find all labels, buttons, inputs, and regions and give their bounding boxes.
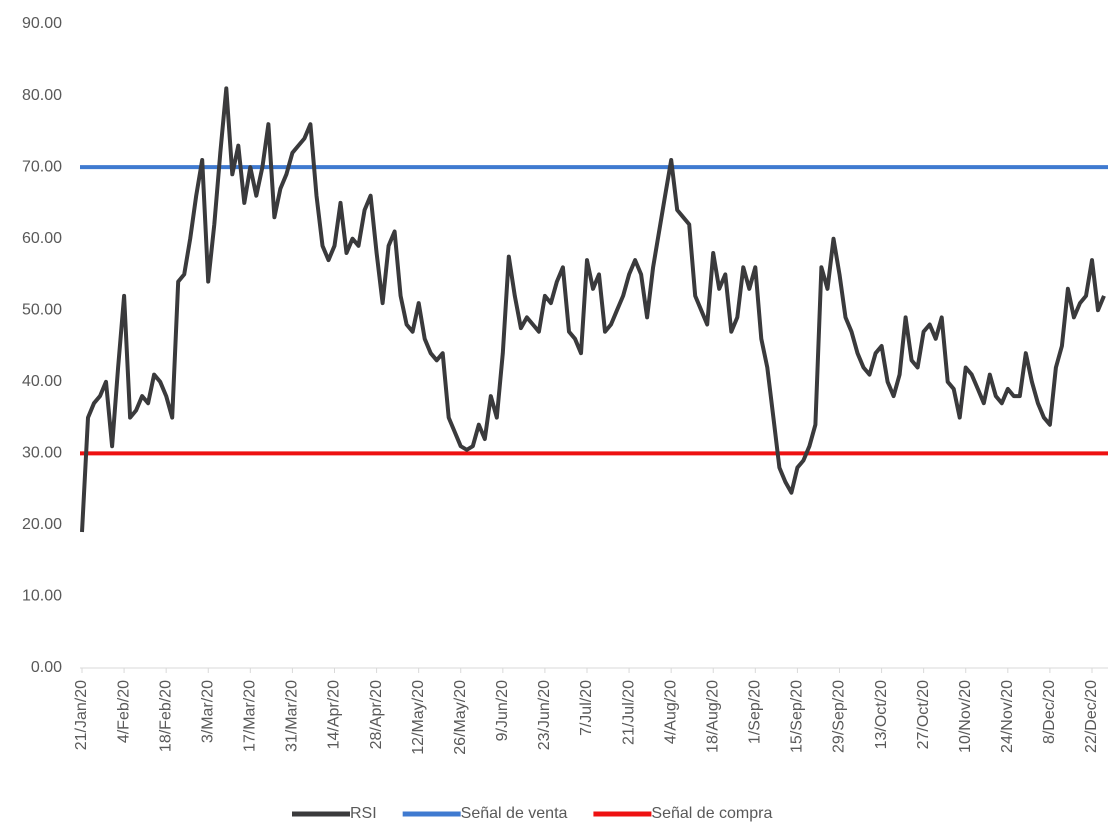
y-tick-label: 30.00 <box>22 445 62 462</box>
x-tick-label: 15/Sep/20 <box>789 680 806 753</box>
x-tick-label: 27/Oct/20 <box>915 680 932 749</box>
x-tick-label: 28/Apr/20 <box>368 680 385 749</box>
y-tick-label: 80.00 <box>22 87 62 104</box>
x-tick-label: 18/Feb/20 <box>157 680 174 752</box>
y-tick-label: 70.00 <box>22 158 62 175</box>
x-tick-label: 12/May/20 <box>410 680 427 755</box>
y-tick-label: 10.00 <box>22 588 62 605</box>
series-line <box>80 86 1106 533</box>
x-tick-label: 7/Jul/20 <box>578 680 595 736</box>
legend-label: Señal de compra <box>651 805 772 822</box>
x-tick-label: 24/Nov/20 <box>999 680 1016 753</box>
y-tick-label: 50.00 <box>22 301 62 318</box>
x-tick-label: 4/Aug/20 <box>662 680 679 744</box>
x-tick-label: 21/Jan/20 <box>73 680 90 750</box>
x-tick-label: 26/May/20 <box>452 680 469 755</box>
x-tick-label: 9/Jun/20 <box>494 680 511 741</box>
x-tick-label: 23/Jun/20 <box>536 680 553 750</box>
y-tick-label: 60.00 <box>22 230 62 247</box>
x-tick-label: 21/Jul/20 <box>620 680 637 745</box>
x-tick-label: 17/Mar/20 <box>242 680 259 752</box>
x-tick-label: 13/Oct/20 <box>873 680 890 749</box>
x-tick-label: 8/Dec/20 <box>1041 680 1058 744</box>
x-tick-label: 31/Mar/20 <box>284 680 301 752</box>
x-tick-label: 18/Aug/20 <box>704 680 721 753</box>
x-tick-label: 29/Sep/20 <box>831 680 848 753</box>
x-tick-label: 10/Nov/20 <box>957 680 974 753</box>
x-tick-label: 14/Apr/20 <box>326 680 343 749</box>
legend-label: RSI <box>350 805 377 822</box>
y-tick-label: 40.00 <box>22 373 62 390</box>
x-tick-label: 4/Feb/20 <box>115 680 132 743</box>
y-tick-label: 20.00 <box>22 516 62 533</box>
legend-label: Señal de venta <box>461 805 568 822</box>
x-tick-label: 22/Dec/20 <box>1083 680 1100 753</box>
y-tick-label: 0.00 <box>31 659 62 676</box>
x-tick-label: 1/Sep/20 <box>747 680 764 744</box>
y-tick-label: 90.00 <box>22 15 62 32</box>
x-tick-label: 3/Mar/20 <box>199 680 216 743</box>
